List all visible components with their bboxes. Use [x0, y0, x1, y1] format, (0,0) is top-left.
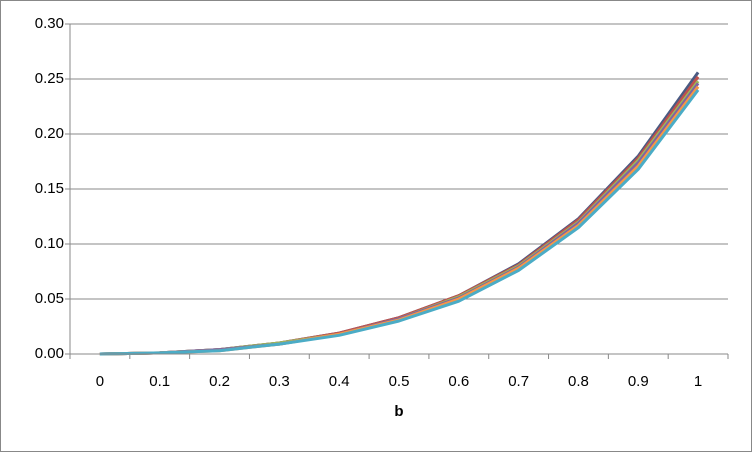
y-tick-label: 0.10 [35, 235, 64, 252]
y-tick-label: 0.25 [35, 70, 64, 87]
x-tick-label: 0.3 [269, 373, 290, 390]
x-tick-label: 0.7 [508, 373, 529, 390]
y-tick-label: 0.05 [35, 290, 64, 307]
x-tick-label: 0 [96, 373, 104, 390]
x-tick-label: 0.1 [149, 373, 170, 390]
x-tick-label: 0.2 [209, 373, 230, 390]
x-tick-label: 0.9 [628, 373, 649, 390]
x-tick-label: 0.8 [568, 373, 589, 390]
x-tick-label: 0.5 [389, 373, 410, 390]
x-tick-label: 1 [694, 373, 702, 390]
x-axis-label: b [394, 403, 403, 420]
y-tick-label: 0.30 [35, 15, 64, 32]
y-tick-label: 0.15 [35, 180, 64, 197]
y-tick-label: 0.00 [35, 345, 64, 362]
x-tick-label: 0.4 [329, 373, 350, 390]
series-line [99, 89, 700, 356]
x-tick-label: 0.6 [448, 373, 469, 390]
y-tick-label: 0.20 [35, 125, 64, 142]
